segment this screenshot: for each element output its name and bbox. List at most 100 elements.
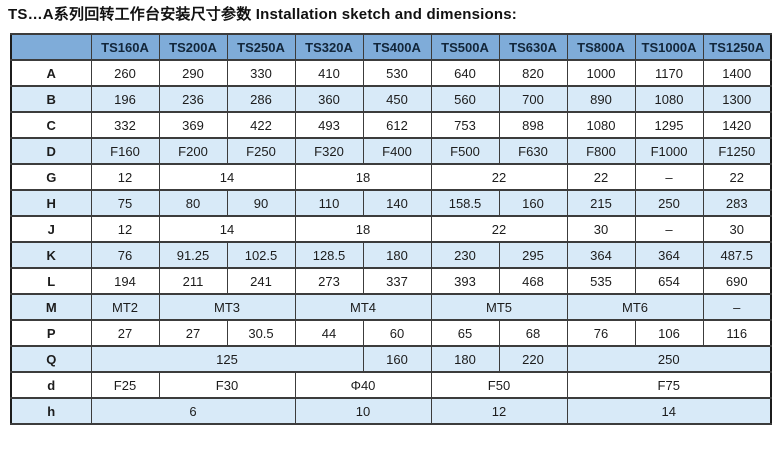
table-row-B: B 196 236 286 360 450 560 700 890 1080 1300 — [10, 85, 772, 113]
table-row-G: G 12 14 18 22 22–22 — [10, 163, 772, 191]
dim-cell: 295 — [498, 241, 568, 269]
dim-cell: 283 — [702, 189, 772, 217]
dim-cell: 230 — [430, 241, 500, 269]
dim-cell: 160 — [362, 345, 432, 373]
dim-cell: 180 — [362, 241, 432, 269]
dimensions-table: TS160A TS200A TS250A TS320A TS400A TS500A TS63… — [10, 33, 772, 425]
dim-cell: 10 — [294, 397, 432, 425]
col-header-ts320a: TS320A — [294, 33, 364, 61]
row-label-B: B — [10, 85, 92, 113]
dim-cell: 364 — [634, 241, 704, 269]
dim-cell: 820 — [498, 59, 568, 87]
dim-cell: MT3 — [158, 293, 296, 321]
dim-cell: F1000 — [634, 137, 704, 165]
dim-cell: 640 — [430, 59, 500, 87]
dim-cell: – — [702, 293, 772, 321]
dim-cell: 220 — [498, 345, 568, 373]
dim-cell: 360 — [294, 85, 364, 113]
table-row-d: d F25 F30 Φ40 F50 F75 — [10, 371, 772, 399]
col-header-ts160a: TS160A — [90, 33, 160, 61]
dim-cell: 22 — [430, 163, 568, 191]
dim-cell: 612 — [362, 111, 432, 139]
row-label-P: P — [10, 319, 92, 347]
dim-cell: F1250 — [702, 137, 772, 165]
dim-cell: 18 — [294, 163, 432, 191]
col-header-ts250a: TS250A — [226, 33, 296, 61]
dim-cell: 560 — [430, 85, 500, 113]
dim-cell: 410 — [294, 59, 364, 87]
dim-cell: 160 — [498, 189, 568, 217]
dim-cell: 27 — [90, 319, 160, 347]
dim-cell: 369 — [158, 111, 228, 139]
dim-cell: MT5 — [430, 293, 568, 321]
dim-cell: 30 — [702, 215, 772, 243]
dim-cell: 211 — [158, 267, 228, 295]
dim-cell: 898 — [498, 111, 568, 139]
dim-cell: 236 — [158, 85, 228, 113]
col-header-ts1000a: TS1000A — [634, 33, 704, 61]
dim-cell: 65 — [430, 319, 500, 347]
dim-cell: 106 — [634, 319, 704, 347]
dim-cell: 273 — [294, 267, 364, 295]
dim-cell: 493 — [294, 111, 364, 139]
dim-cell: F800 — [566, 137, 636, 165]
dim-cell: 1400 — [702, 59, 772, 87]
dim-cell: 30.5 — [226, 319, 296, 347]
dim-cell: 1295 — [634, 111, 704, 139]
dim-cell: F25 — [90, 371, 160, 399]
dim-cell: 6 — [90, 397, 296, 425]
dim-cell: 690 — [702, 267, 772, 295]
dim-cell: 18 — [294, 215, 432, 243]
table-row-C: C 332 369 422 493 612 753 898 1080 1295 1420 — [10, 111, 772, 139]
dim-cell: – — [634, 163, 704, 191]
dim-cell: MT4 — [294, 293, 432, 321]
row-label-L: L — [10, 267, 92, 295]
dim-cell: 1080 — [566, 111, 636, 139]
header-row: TS160A TS200A TS250A TS320A TS400A TS500A TS63… — [10, 33, 772, 61]
dim-cell: 91.25 — [158, 241, 228, 269]
dim-cell: F250 — [226, 137, 296, 165]
dim-cell: 422 — [226, 111, 296, 139]
dim-cell: 250 — [566, 345, 772, 373]
dim-cell: F75 — [566, 371, 772, 399]
dim-cell: 125 — [90, 345, 364, 373]
row-label-H: H — [10, 189, 92, 217]
dim-cell: 102.5 — [226, 241, 296, 269]
dim-cell: 330 — [226, 59, 296, 87]
dim-cell: 76 — [90, 241, 160, 269]
dim-cell: 535 — [566, 267, 636, 295]
table-row-Q: Q 125 160 180 220 250 — [10, 345, 772, 373]
dim-cell: 215 — [566, 189, 636, 217]
row-label-Q: Q — [10, 345, 92, 373]
dim-cell: 753 — [430, 111, 500, 139]
dim-cell: 68 — [498, 319, 568, 347]
dim-cell: 14 — [158, 215, 296, 243]
dim-cell: 890 — [566, 85, 636, 113]
row-label-h: h — [10, 397, 92, 425]
col-header-ts1250a: TS1250A — [702, 33, 772, 61]
dim-cell: 22 — [430, 215, 568, 243]
table-row-K: K 76 91.25 102.5 128.5 180 230 295 364 364 487.5 — [10, 241, 772, 269]
dim-cell: 80 — [158, 189, 228, 217]
dim-cell: 450 — [362, 85, 432, 113]
dim-cell: 12 — [90, 215, 160, 243]
dim-cell: F200 — [158, 137, 228, 165]
table-row-L: L 194 211 241 273 337 393 468 535 654 690 — [10, 267, 772, 295]
dim-cell: 364 — [566, 241, 636, 269]
table-row-A: A 260 290 330 410 530 640 820 1000 1170 1400 — [10, 59, 772, 87]
dim-cell: – — [634, 215, 704, 243]
dim-cell: 196 — [90, 85, 160, 113]
dim-cell: 22 — [566, 163, 636, 191]
table-row-h: h 6 10 12 14 — [10, 397, 772, 425]
dim-cell: F320 — [294, 137, 364, 165]
dim-cell: 76 — [566, 319, 636, 347]
col-header-ts400a: TS400A — [362, 33, 432, 61]
table-row-H: H 75 80 90 110 140 158.5 160 215 250 283 — [10, 189, 772, 217]
dim-cell: 128.5 — [294, 241, 364, 269]
row-label-J: J — [10, 215, 92, 243]
dim-cell: 14 — [566, 397, 772, 425]
table-row-D: D F160 F200 F250 F320 F400 F500 F630 F800 F1000 F1… — [10, 137, 772, 165]
dim-cell: 1420 — [702, 111, 772, 139]
dim-cell: 1170 — [634, 59, 704, 87]
